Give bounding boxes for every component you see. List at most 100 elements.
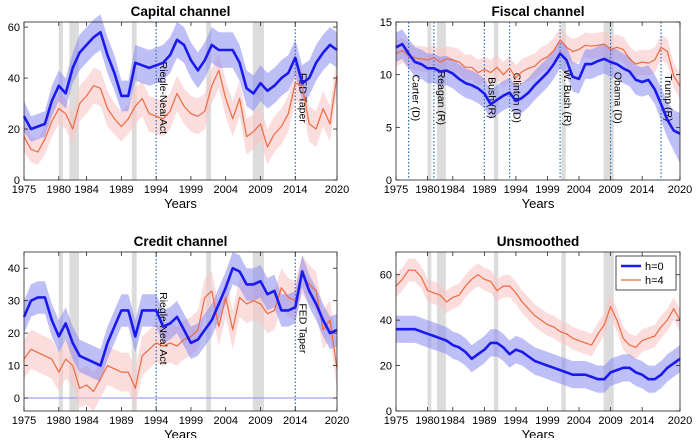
plot-frame <box>23 251 338 412</box>
x-tick-label: 2009 <box>248 415 272 427</box>
recession-band <box>561 22 566 180</box>
event-label: Clinton (D) <box>511 73 523 123</box>
event-label: Riegle-Neal Act <box>157 62 169 134</box>
x-tick-label: 2004 <box>567 184 591 196</box>
panel-capital-channel: Riegle-Neal Act FED Taper 1975 1980 1984 1989… <box>8 4 349 211</box>
x-tick-label: 2004 <box>567 415 591 427</box>
confidence-band-h0 <box>24 252 337 382</box>
confidence-band-h0 <box>396 29 680 164</box>
x-tick-label: 1980 <box>47 415 71 427</box>
event-label: FED Taper <box>296 303 308 353</box>
event-label: FED Taper <box>296 73 308 123</box>
x-tick-label: 1975 <box>384 415 408 427</box>
x-axis-label: Years <box>164 196 197 211</box>
panel-fiscal-channel: Carter (D) Reagan (R) Bush (R) Clinton (D) W… <box>380 4 692 211</box>
series-line-h0 <box>395 42 681 135</box>
recession-band <box>603 22 614 180</box>
x-tick-label: 2009 <box>598 184 622 196</box>
x-tick-label: 2014 <box>283 415 307 427</box>
series-line-h0 <box>22 266 338 367</box>
recession-band <box>437 22 446 180</box>
x-axis-label: Years <box>522 196 555 211</box>
x-tick-label: 2020 <box>325 184 349 196</box>
x-tick-label: 1984 <box>74 415 98 427</box>
series-line-h4 <box>23 69 338 153</box>
plot-frame <box>23 21 338 181</box>
event-label: Reagan (R) <box>435 71 447 125</box>
x-tick-label: 1980 <box>415 415 439 427</box>
event-label: Riegle-Neal Act <box>157 292 169 364</box>
x-tick-label: 2020 <box>668 184 692 196</box>
x-tick-label: 1989 <box>109 415 133 427</box>
x-tick-label: 1984 <box>441 184 465 196</box>
x-axis-label: Years <box>522 427 555 438</box>
confidence-band-h4 <box>24 52 337 165</box>
x-tick-label: 2014 <box>283 184 307 196</box>
x-tick-label: 2014 <box>630 415 654 427</box>
panel-title: Credit channel <box>134 234 228 249</box>
x-tick-label: 2009 <box>598 415 622 427</box>
x-tick-label: 1989 <box>472 415 496 427</box>
y-tick-label: 20 <box>8 124 20 136</box>
x-tick-label: 2020 <box>325 415 349 427</box>
y-tick-label: 60 <box>380 270 392 282</box>
y-tick-label: 0 <box>14 175 20 187</box>
x-tick-label: 1980 <box>47 184 71 196</box>
recession-band <box>69 22 79 180</box>
recession-band <box>603 252 614 411</box>
x-tick-label: 1999 <box>179 415 203 427</box>
y-tick-label: 0 <box>386 406 392 418</box>
y-tick-label: 0 <box>14 393 20 405</box>
x-tick-label: 1994 <box>144 415 168 427</box>
x-tick-label: 1984 <box>441 415 465 427</box>
y-tick-label: 0 <box>386 175 392 187</box>
series-line-h0 <box>22 30 338 131</box>
y-tick-label: 20 <box>380 361 392 373</box>
x-tick-label: 1994 <box>144 184 168 196</box>
series-line-h4 <box>395 39 681 87</box>
x-tick-label: 1984 <box>74 184 98 196</box>
x-tick-label: 1999 <box>179 184 203 196</box>
y-tick-label: 5 <box>386 122 392 134</box>
x-tick-label: 1980 <box>415 184 439 196</box>
series-line-h0 <box>396 327 681 381</box>
x-tick-label: 1999 <box>535 184 559 196</box>
x-tick-label: 2004 <box>213 184 237 196</box>
panel-title: Capital channel <box>131 4 231 19</box>
y-tick-label: 30 <box>8 296 20 308</box>
recession-band <box>427 22 432 180</box>
y-tick-label: 10 <box>8 361 20 373</box>
y-tick-label: 40 <box>380 315 392 327</box>
y-tick-label: 40 <box>8 73 20 85</box>
event-label: Trump (R) <box>662 74 674 121</box>
y-tick-label: 60 <box>8 22 20 34</box>
plot-frame <box>395 21 681 181</box>
legend-box <box>615 255 677 291</box>
legend-label: h=0 <box>645 261 664 273</box>
x-tick-label: 1989 <box>472 184 496 196</box>
event-label: Carter (D) <box>410 75 422 122</box>
legend: h=0h=4 <box>615 255 677 291</box>
x-tick-label: 1994 <box>504 415 528 427</box>
event-label: Obama (D) <box>612 72 624 124</box>
y-tick-label: 15 <box>380 17 392 29</box>
x-tick-label: 2004 <box>213 415 237 427</box>
series-line-h4 <box>395 269 681 348</box>
legend-label: h=4 <box>645 275 664 287</box>
x-tick-label: 1994 <box>504 184 528 196</box>
x-tick-label: 1989 <box>109 184 133 196</box>
recession-band <box>252 252 264 411</box>
event-label: W. Bush (R) <box>561 70 573 127</box>
x-tick-label: 1975 <box>384 184 408 196</box>
x-tick-label: 1975 <box>12 415 36 427</box>
x-tick-label: 2020 <box>668 415 692 427</box>
event-label: Bush (R) <box>485 77 497 118</box>
panel-title: Unsmoothed <box>497 234 580 249</box>
panel-credit-channel: Riegle-Neal Act FED Taper 1975 1980 1984 1989… <box>8 234 349 442</box>
x-tick-label: 2009 <box>248 184 272 196</box>
confidence-band-h0 <box>24 14 337 142</box>
panel-unsmoothed: 1975 1980 1984 1989 1994 1999 2004 2009 2014 2020… <box>380 234 692 442</box>
series-line-h4 <box>23 274 338 393</box>
